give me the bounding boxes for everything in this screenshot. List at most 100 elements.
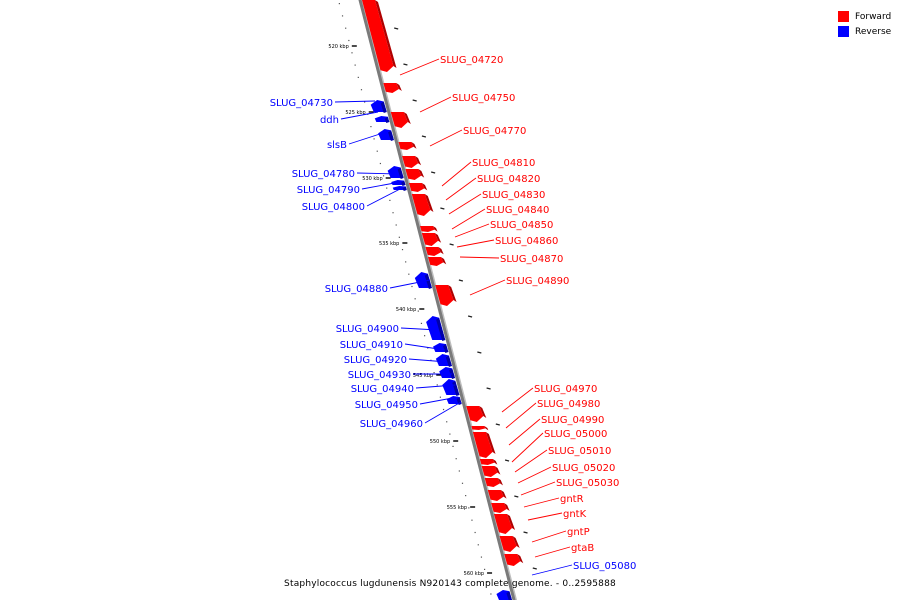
forward-gene-label[interactable]: SLUG_04890 (506, 276, 569, 287)
seq-dot (414, 298, 416, 300)
forward-gene[interactable] (362, 0, 397, 72)
forward-gene[interactable] (487, 490, 507, 501)
seq-dot (424, 335, 426, 337)
forward-gene-label[interactable]: SLUG_04820 (477, 174, 540, 185)
gene-body (435, 285, 454, 306)
reverse-gene[interactable] (392, 186, 407, 191)
reverse-gene[interactable] (442, 379, 460, 396)
gene-side (438, 247, 444, 255)
reverse-gene-label[interactable]: slsB (327, 140, 347, 151)
seq-dot (364, 101, 366, 103)
reverse-gene-label[interactable]: ddh (320, 115, 339, 126)
reverse-gene[interactable] (387, 166, 404, 179)
reverse-gene-label[interactable]: SLUG_04920 (344, 355, 407, 366)
reverse-gene[interactable] (374, 116, 390, 123)
reverse-gene-label[interactable]: SLUG_04730 (270, 98, 333, 109)
reverse-gene-label[interactable]: SLUG_04780 (292, 169, 355, 180)
gene-side (506, 514, 516, 530)
forward-gene[interactable] (411, 194, 434, 216)
forward-gene[interactable] (493, 514, 516, 534)
scale-dash (394, 27, 399, 30)
reverse-gene-label[interactable]: SLUG_04800 (302, 202, 365, 213)
reverse-gene[interactable] (435, 354, 452, 367)
gene-side (456, 396, 462, 405)
forward-gene[interactable] (481, 466, 501, 477)
gene-body (493, 514, 513, 534)
forward-gene[interactable] (425, 247, 444, 256)
forward-gene[interactable] (499, 536, 520, 552)
forward-gene[interactable] (479, 459, 498, 465)
scale-dash (430, 171, 436, 174)
reverse-gene[interactable] (426, 316, 446, 341)
seq-dot (405, 261, 407, 263)
forward-gene-label[interactable]: SLUG_05030 (556, 478, 619, 489)
forward-gene-label[interactable]: SLUG_04830 (482, 190, 545, 201)
forward-gene-label[interactable]: SLUG_04840 (486, 205, 549, 216)
reverse-gene-label[interactable]: SLUG_04790 (297, 185, 360, 196)
reverse-gene-label[interactable]: SLUG_04950 (355, 400, 418, 411)
forward-gene-label[interactable]: SLUG_04810 (472, 158, 535, 169)
gene-labels: SLUG_04720 SLUG_04750 SLUG_04770 SLUG_04810… (270, 55, 636, 576)
gene-leader (340, 111, 379, 120)
forward-gene-label[interactable]: SLUG_04720 (440, 55, 503, 66)
gene-leader (451, 208, 486, 230)
reverse-gene-label[interactable]: SLUG_04900 (336, 324, 399, 335)
forward-gene[interactable] (466, 406, 487, 422)
forward-gene[interactable] (435, 285, 457, 306)
scale-dash (504, 459, 510, 462)
reverse-gene-label[interactable]: SLUG_04940 (351, 384, 414, 395)
forward-gene-label[interactable]: SLUG_04850 (490, 220, 553, 231)
forward-gene-label[interactable]: gntR (560, 494, 584, 505)
forward-gene[interactable] (421, 233, 442, 246)
forward-gene-label[interactable]: SLUG_05010 (548, 446, 611, 457)
reverse-gene[interactable] (496, 590, 512, 600)
gene-side (497, 478, 503, 486)
reverse-gene[interactable] (439, 367, 456, 379)
forward-gene[interactable] (471, 426, 489, 431)
forward-gene-label[interactable]: SLUG_04860 (495, 236, 558, 247)
seq-dot (449, 433, 451, 435)
seq-dot (420, 322, 423, 324)
forward-gene[interactable] (383, 83, 402, 93)
forward-gene[interactable] (402, 156, 422, 168)
forward-gene-label[interactable]: SLUG_04770 (463, 126, 526, 137)
forward-gene[interactable] (398, 142, 417, 150)
gene-leader (523, 497, 560, 508)
forward-gene-label[interactable]: gtaB (571, 543, 594, 554)
forward-gene-label[interactable]: SLUG_04870 (500, 254, 563, 265)
forward-gene[interactable] (408, 183, 428, 192)
gene-body (420, 226, 435, 232)
seq-dot (382, 175, 385, 177)
forward-gene-label[interactable]: SLUG_04980 (537, 399, 600, 410)
forward-gene-label[interactable]: gntP (567, 527, 590, 538)
forward-gene[interactable] (491, 503, 510, 513)
forward-gene-label[interactable]: SLUG_05000 (544, 429, 607, 440)
forward-gene-label[interactable]: SLUG_05020 (552, 463, 615, 474)
forward-gene[interactable] (427, 257, 447, 266)
forward-gene[interactable] (472, 432, 496, 458)
reverse-gene[interactable] (414, 272, 432, 289)
reverse-gene[interactable] (433, 343, 449, 353)
forward-gene[interactable] (420, 226, 438, 232)
forward-gene-label[interactable]: SLUG_04750 (452, 93, 515, 104)
reverse-gene-label[interactable]: SLUG_04910 (340, 340, 403, 351)
forward-gene-label[interactable]: SLUG_04990 (541, 415, 604, 426)
reverse-gene-label[interactable]: SLUG_04880 (325, 284, 388, 295)
gene-leader (454, 223, 490, 238)
forward-gene[interactable] (484, 478, 503, 487)
reverse-gene-label[interactable]: SLUG_05080 (573, 561, 636, 572)
forward-gene-label[interactable]: SLUG_04970 (534, 384, 597, 395)
reverse-gene[interactable] (378, 129, 394, 141)
forward-gene[interactable] (405, 169, 425, 180)
forward-gene[interactable] (390, 112, 411, 128)
reverse-gene-label[interactable]: SLUG_04930 (348, 370, 411, 381)
genome-backbone (358, 0, 518, 600)
gene-body (383, 83, 399, 93)
reverse-gene-label[interactable]: SLUG_04960 (360, 419, 423, 430)
forward-gene[interactable] (504, 554, 524, 566)
forward-gene-label[interactable]: gntK (563, 509, 587, 520)
reverse-gene[interactable] (370, 100, 387, 113)
seq-dot (392, 212, 394, 214)
kbp-tick-label: 540 kbp (396, 307, 416, 313)
